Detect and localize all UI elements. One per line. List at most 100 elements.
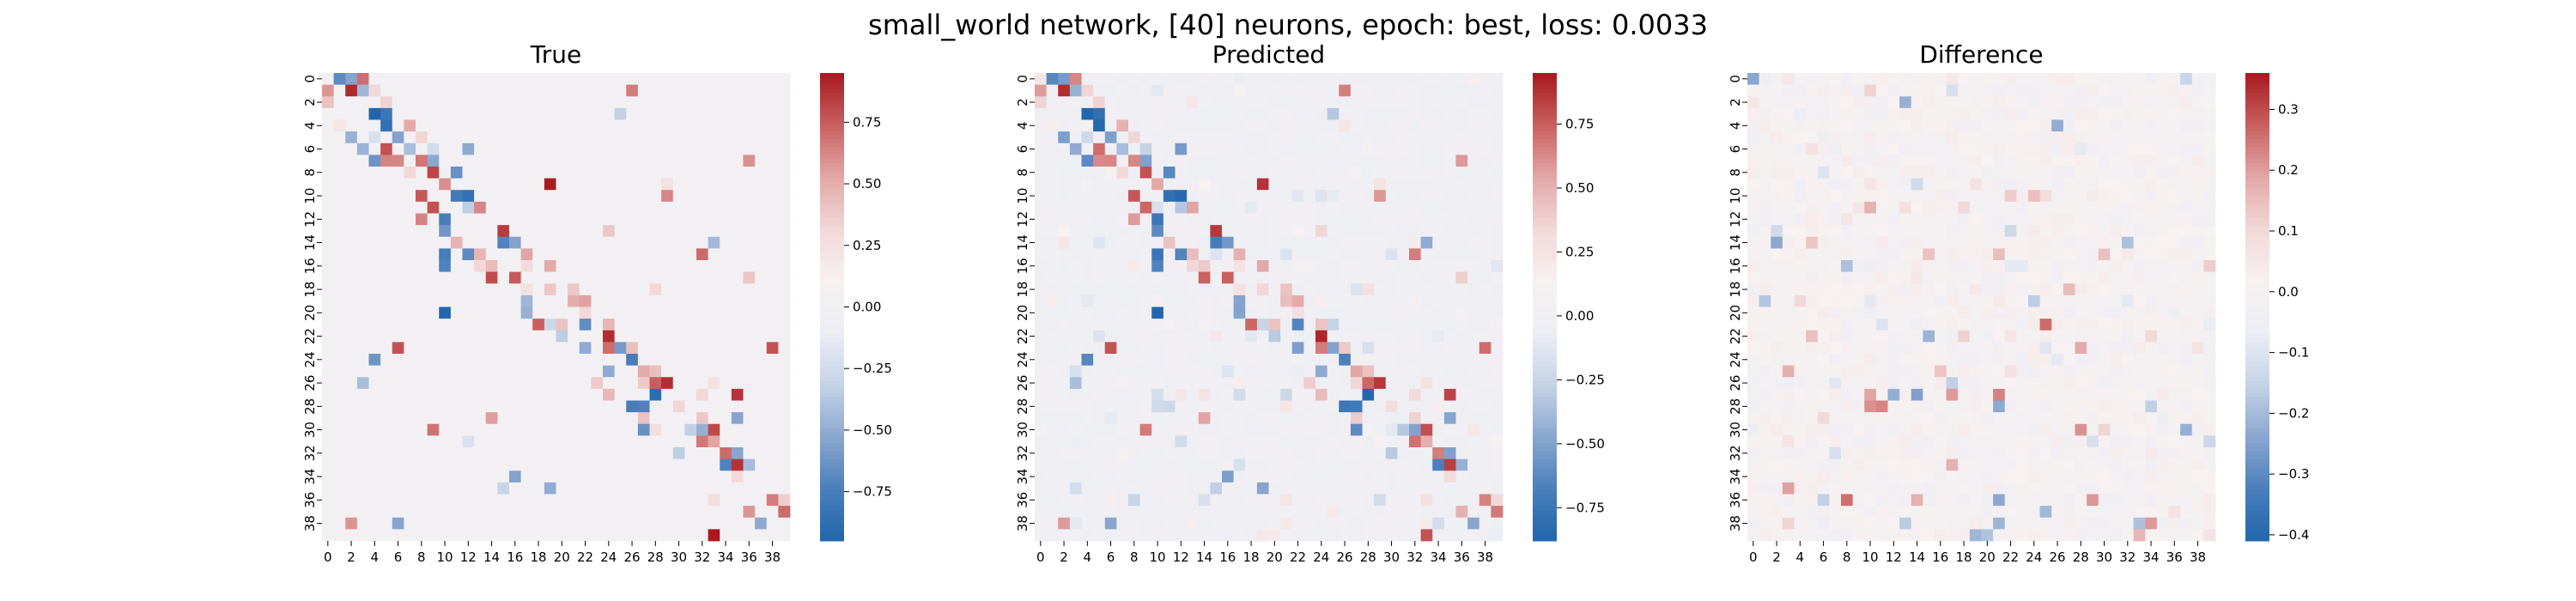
heatmap-cell (1935, 167, 1947, 179)
colorbar-segment (1533, 256, 1557, 261)
heatmap-cell (720, 236, 732, 249)
heatmap-cell (1163, 319, 1176, 331)
heatmap-cell (333, 388, 346, 401)
heatmap-cell (1256, 400, 1269, 413)
heatmap-cell (1759, 73, 1771, 86)
heatmap-cell (1409, 400, 1422, 413)
heatmap-cell (1759, 412, 1771, 425)
y-tick-label: 12 (1015, 211, 1030, 228)
y-tick-label: 6 (302, 145, 318, 154)
heatmap-cell (497, 342, 510, 355)
heatmap-cell (1409, 377, 1422, 390)
colorbar-segment (820, 396, 844, 401)
heatmap-cell (1887, 119, 1900, 132)
heatmap-cell (1432, 412, 1445, 425)
heatmap-cell (1151, 365, 1164, 378)
heatmap-cell (556, 388, 568, 401)
heatmap-cell (2063, 365, 2075, 378)
heatmap-cell (661, 107, 674, 120)
colorbar-segment (820, 377, 844, 382)
heatmap-cell (1794, 143, 1807, 155)
heatmap-cell (1479, 107, 1492, 120)
heatmap-cell (591, 330, 604, 343)
heatmap-cell (1058, 283, 1071, 296)
heatmap-cell (1339, 283, 1352, 296)
heatmap-cell (1829, 377, 1842, 390)
heatmap-cell (1069, 283, 1082, 296)
heatmap-cell (1116, 236, 1129, 249)
heatmap-cell (708, 354, 720, 367)
heatmap-cell (356, 354, 369, 367)
colorbar-segment (820, 439, 844, 444)
heatmap-cell (462, 365, 475, 378)
heatmap-cell (404, 178, 416, 191)
heatmap-cell (626, 225, 639, 238)
heatmap-cell (474, 529, 487, 542)
heatmap-cell (1303, 354, 1316, 367)
heatmap-cell (1104, 435, 1117, 448)
heatmap-cell (1303, 319, 1316, 331)
heatmap-cell (2051, 388, 2064, 401)
heatmap-cell (509, 494, 522, 507)
y-tick-label: 36 (302, 492, 318, 508)
heatmap-cell (416, 143, 428, 155)
heatmap-cell (1911, 319, 1923, 331)
heatmap-cell (2168, 377, 2181, 390)
heatmap-cell (322, 400, 335, 413)
heatmap-cell (556, 143, 568, 155)
heatmap-cell (392, 84, 404, 97)
heatmap-cell (1104, 248, 1117, 261)
heatmap-cell (661, 294, 674, 307)
heatmap-cell (1432, 400, 1445, 413)
heatmap-cell (345, 458, 358, 471)
heatmap-cell (1198, 342, 1211, 355)
heatmap-cell (1116, 84, 1129, 97)
heatmap-cell (1035, 167, 1048, 179)
heatmap-cell (1222, 131, 1235, 144)
heatmap-cell (368, 435, 381, 448)
heatmap-cell (1139, 155, 1152, 167)
heatmap-cell (2075, 307, 2087, 319)
heatmap-cell (1198, 119, 1211, 132)
heatmap-cell (2028, 225, 2041, 238)
heatmap-cell (427, 342, 440, 355)
colorbar-segment (1533, 400, 1557, 405)
heatmap-cell (579, 119, 592, 132)
heatmap-cell (696, 423, 709, 436)
heatmap-cell (1151, 482, 1164, 495)
heatmap-cell (462, 236, 475, 249)
heatmap-cell (778, 178, 791, 191)
heatmap-cell (1852, 283, 1865, 296)
heatmap-cell (568, 342, 580, 355)
heatmap-cell (1374, 342, 1387, 355)
heatmap-cell (2145, 319, 2158, 331)
heatmap-cell (1491, 529, 1504, 542)
heatmap-cell (1175, 365, 1188, 378)
heatmap-cell (1139, 271, 1152, 284)
heatmap-cell (1104, 423, 1117, 436)
heatmap-cell (1233, 96, 1246, 109)
heatmap-cell (1245, 131, 1258, 144)
heatmap-cell (1081, 412, 1094, 425)
heatmap-cell (322, 236, 335, 249)
heatmap-cell (1829, 84, 1842, 97)
heatmap-cell (2191, 271, 2204, 284)
heatmap-cell (450, 213, 463, 226)
heatmap-cell (368, 506, 381, 519)
heatmap-cell (649, 167, 662, 179)
heatmap-cell (333, 107, 346, 120)
heatmap-cell (1198, 517, 1211, 530)
heatmap-cell (1397, 423, 1410, 436)
heatmap-cell (579, 283, 592, 296)
heatmap-cell (392, 506, 404, 519)
heatmap-cell (1245, 529, 1258, 542)
heatmap-cell (720, 447, 732, 460)
heatmap-cell (497, 388, 510, 401)
heatmap-cell (2004, 178, 2017, 191)
heatmap-cell (1116, 107, 1129, 120)
heatmap-cell (2028, 155, 2041, 167)
heatmap-cell (1280, 447, 1293, 460)
heatmap-cell (1864, 400, 1877, 413)
heatmap-cell (1128, 143, 1141, 155)
heatmap-cell (474, 178, 487, 191)
